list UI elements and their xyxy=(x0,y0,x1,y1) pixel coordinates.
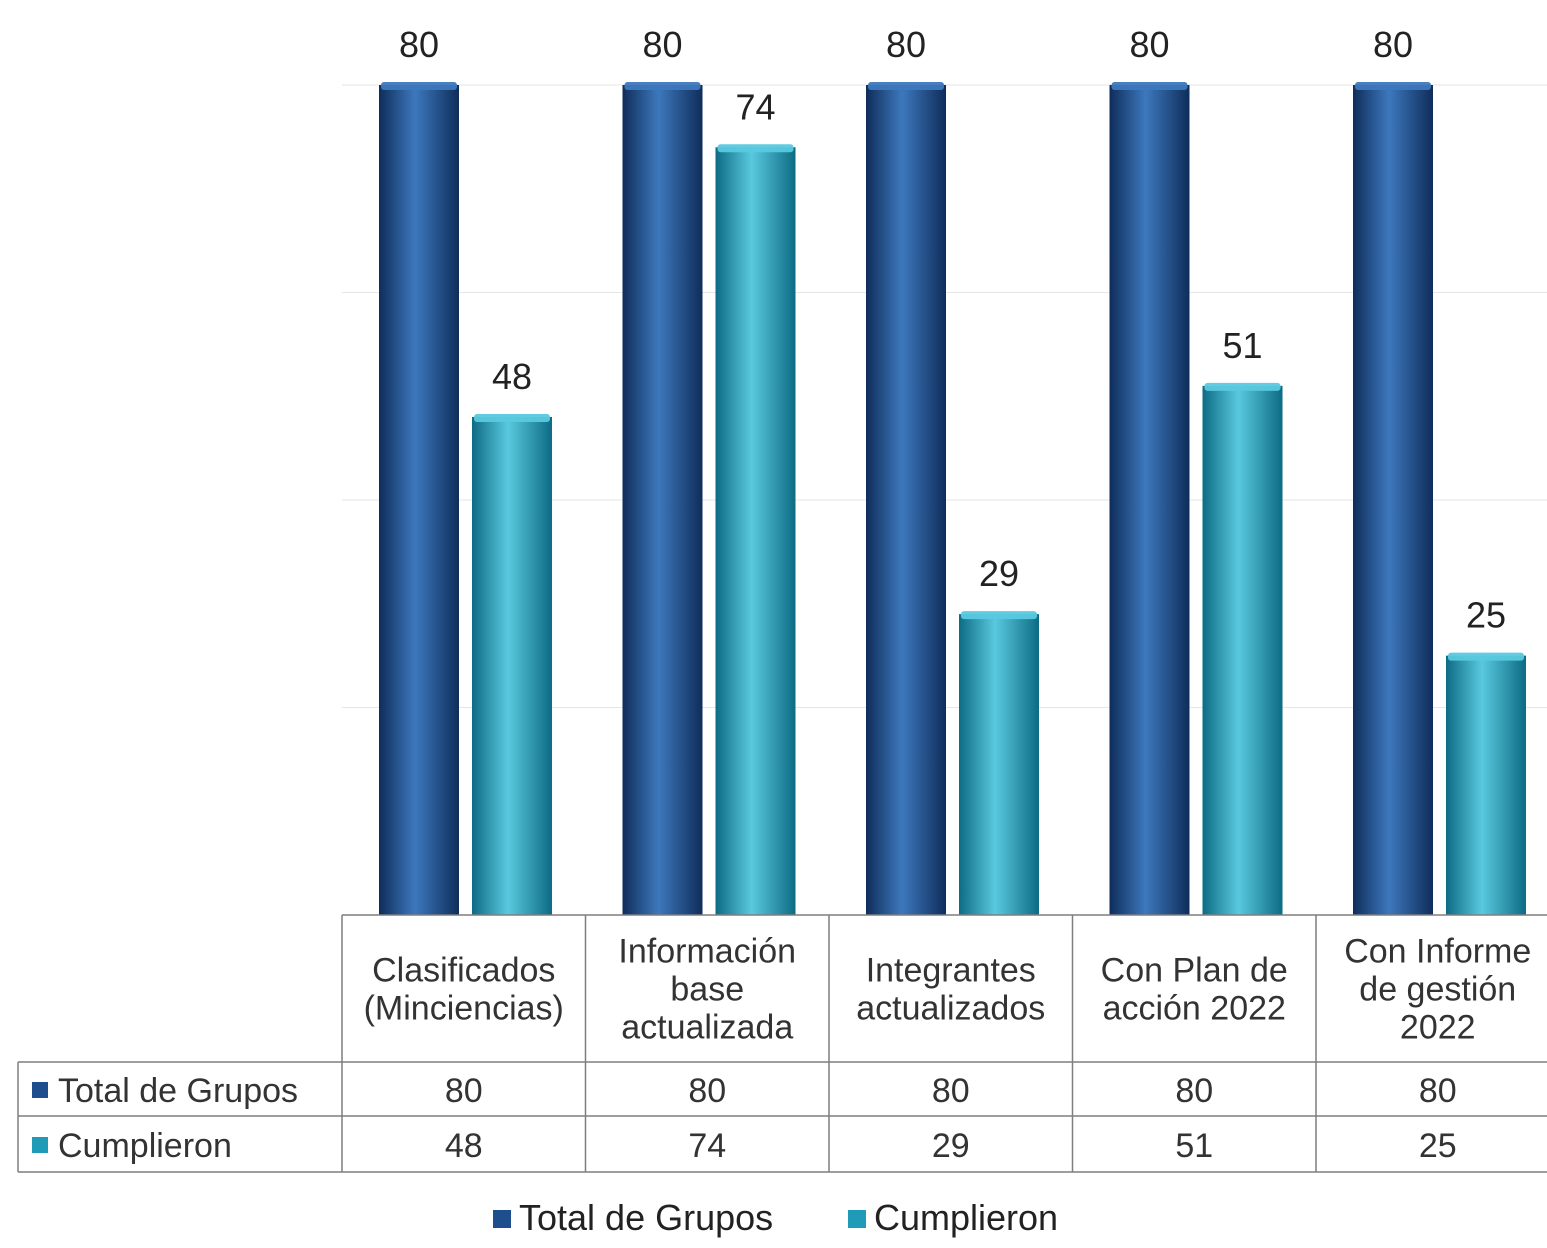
table-cell: 80 xyxy=(445,1072,483,1110)
category-label: Información base actualizada xyxy=(618,933,796,1047)
legend-item: Total de Grupos xyxy=(493,1197,773,1238)
category-label: Con Plan de acción 2022 xyxy=(1101,952,1288,1028)
table-cell: 80 xyxy=(932,1072,970,1110)
data-label: 29 xyxy=(979,553,1019,594)
table-legend-swatch xyxy=(32,1082,48,1098)
category-label: Con Informe de gestión 2022 xyxy=(1344,933,1531,1047)
table-cell: 51 xyxy=(1175,1127,1213,1165)
bar-cumplieron-2 xyxy=(959,611,1039,915)
table-cell: 80 xyxy=(688,1072,726,1110)
legend-label: Cumplieron xyxy=(874,1197,1058,1238)
data-label: 80 xyxy=(399,24,439,65)
legend-item: Cumplieron xyxy=(848,1197,1058,1238)
bar-total-1 xyxy=(622,82,703,915)
data-label: 51 xyxy=(1222,325,1262,366)
data-table: Clasificados (Minciencias) Información base… xyxy=(17,914,1547,1173)
table-cell: 74 xyxy=(688,1127,726,1165)
table-cell: 48 xyxy=(445,1127,483,1165)
bars xyxy=(379,82,1526,915)
table-cell: 80 xyxy=(1175,1072,1213,1110)
table-series-name: Cumplieron xyxy=(58,1127,232,1165)
data-label: 80 xyxy=(886,24,926,65)
data-label: 74 xyxy=(735,86,775,127)
bar-total-3 xyxy=(1109,82,1190,915)
bar-cumplieron-4 xyxy=(1446,652,1526,915)
data-label: 48 xyxy=(492,356,532,397)
data-label: 80 xyxy=(642,24,682,65)
data-label: 80 xyxy=(1373,24,1413,65)
bar-total-2 xyxy=(866,82,946,915)
table-cell: 29 xyxy=(932,1127,970,1165)
bar-cumplieron-3 xyxy=(1202,382,1283,915)
legend-label: Total de Grupos xyxy=(519,1197,773,1238)
category-label: Clasificados (Minciencias) xyxy=(364,952,564,1028)
data-label: 80 xyxy=(1129,24,1169,65)
data-labels: 80 48 80 74 80 29 80 51 80 25 xyxy=(399,24,1506,636)
bar-total-4 xyxy=(1353,82,1433,915)
bar-total-0 xyxy=(379,82,459,915)
legend: Total de Grupos Cumplieron xyxy=(493,1197,1058,1238)
bar-cumplieron-0 xyxy=(472,414,552,915)
category-label: Integrantes actualizados xyxy=(856,952,1045,1028)
bar-cumplieron-1 xyxy=(715,144,796,915)
table-series-name: Total de Grupos xyxy=(58,1072,298,1110)
table-cell: 25 xyxy=(1419,1127,1457,1165)
table-legend-swatch xyxy=(32,1137,48,1153)
data-label: 25 xyxy=(1466,595,1506,636)
table-cell: 80 xyxy=(1419,1072,1457,1110)
